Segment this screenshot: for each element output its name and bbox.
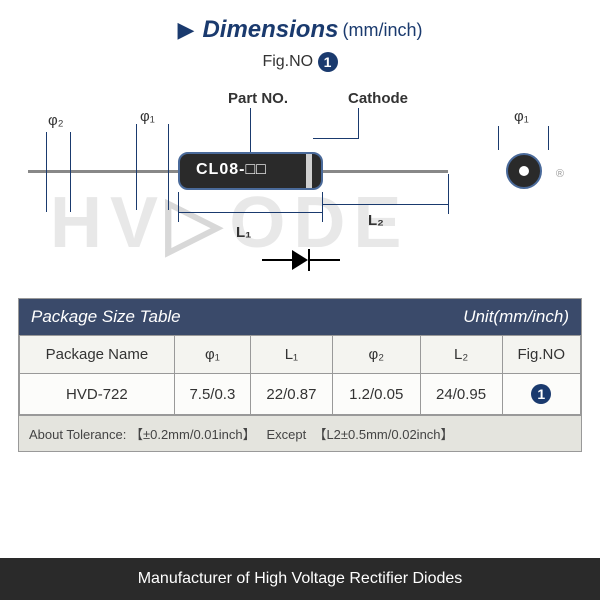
title-main: Dimensions [202,16,338,44]
figno-badge-cell: 1 [531,384,551,404]
table-row: HVD-722 7.5/0.3 22/0.87 1.2/0.05 24/0.95… [20,374,581,415]
l1-ext2 [322,192,323,222]
title-row: ▶ Dimensions (mm/inch) [18,16,582,44]
dimension-diagram: CL08-□□ φ₂ φ₁ φ₁ Part NO. Cathode L₁ L₂ [18,82,582,292]
figno-badge: 1 [318,52,338,72]
cathode-band [306,154,312,188]
body-partno: CL08-□□ [196,161,267,179]
cell-phi1: 7.5/0.3 [174,374,250,415]
tol-prefix: About Tolerance: [29,427,126,442]
dim-phi2-label: φ₂ [48,112,64,129]
l1-label: L₁ [236,224,251,241]
title-arrow-icon: ▶ [178,17,195,43]
footer-text: Manufacturer of High Voltage Rectifier D… [138,570,463,587]
cell-l2: 24/0.95 [420,374,502,415]
end-view-dot [519,166,529,176]
footer-bar: Manufacturer of High Voltage Rectifier D… [0,558,600,600]
partno-line [250,108,251,152]
cath-line1 [358,108,359,138]
col-l1: L₁ [250,336,332,374]
lead-right [308,170,448,173]
l2-label: L₂ [368,212,384,229]
dim-phi1-ext1 [136,124,137,210]
cell-figno: 1 [502,374,580,415]
l1-ext1 [178,192,179,222]
dim-phi1-ext2 [168,124,169,210]
col-phi1: φ₁ [174,336,250,374]
cell-name: HVD-722 [20,374,175,415]
col-phi2: φ₂ [332,336,420,374]
col-l2: L₂ [420,336,502,374]
col-figno: Fig.NO [502,336,580,374]
table-header: Package Size Table Unit(mm/inch) [19,299,581,335]
figno-label: Fig.NO [262,53,313,70]
l2-ext [448,174,449,214]
cathode-callout: Cathode [348,90,408,107]
size-table: Package Name φ₁ L₁ φ₂ L₂ Fig.NO HVD-722 … [19,335,581,415]
package-table: Package Size Table Unit(mm/inch) Package… [18,298,582,452]
table-unit: Unit(mm/inch) [463,307,569,327]
l1-line [178,212,323,213]
dim-phi1r-ext1 [498,126,499,150]
dim-phi1-label: φ₁ [140,108,155,125]
l2-line [323,204,449,205]
end-view [506,153,542,189]
cell-l1: 22/0.87 [250,374,332,415]
tol-b: 【L2±0.5mm/0.02inch】 [313,427,453,442]
col-name: Package Name [20,336,175,374]
title-sub: (mm/inch) [342,20,422,41]
dim-phi2-ext1 [46,132,47,212]
dim-phi1r-ext2 [548,126,549,150]
dim-phi1r-label: φ₁ [514,108,529,125]
dim-phi2-ext2 [70,132,71,212]
cath-line2 [313,138,359,139]
figno-row: Fig.NO 1 [18,52,582,72]
lead-left [28,170,178,173]
partno-callout: Part NO. [228,90,288,107]
table-title: Package Size Table [31,307,463,327]
tol-mid: Except [266,427,306,442]
cell-phi2: 1.2/0.05 [332,374,420,415]
table-head-row: Package Name φ₁ L₁ φ₂ L₂ Fig.NO [20,336,581,374]
tolerance-note: About Tolerance: 【±0.2mm/0.01inch】 Excep… [19,415,581,451]
tol-a: 【±0.2mm/0.01inch】 [130,427,256,442]
